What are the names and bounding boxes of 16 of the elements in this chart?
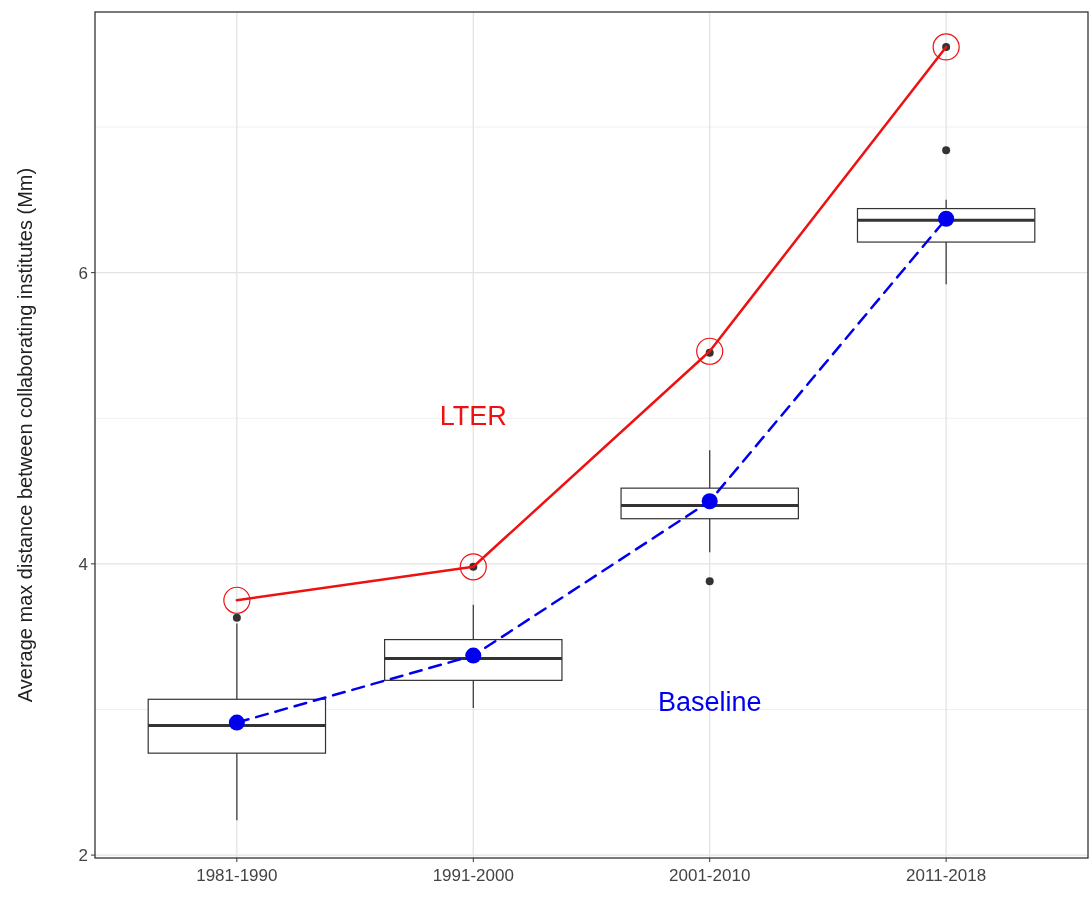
y-tick-label: 4 xyxy=(78,554,88,574)
point xyxy=(223,586,251,614)
y-axis-title: Average max distance between collaborating institutes (Mm) xyxy=(14,167,36,703)
point xyxy=(701,493,718,510)
point xyxy=(465,647,482,664)
point xyxy=(938,210,955,227)
x-tick-label: 2011-2018 xyxy=(906,866,987,885)
y-tick-label: 6 xyxy=(78,263,88,283)
point xyxy=(696,337,724,365)
y-tick-label: 2 xyxy=(78,846,88,866)
x-tick-label: 2001-2010 xyxy=(669,866,751,885)
x-tick-label: 1981-1990 xyxy=(196,866,278,885)
x-tick-label: 1991-2000 xyxy=(432,866,514,885)
text: LTER xyxy=(439,400,507,431)
point xyxy=(228,714,245,731)
text: Baseline xyxy=(657,687,762,718)
